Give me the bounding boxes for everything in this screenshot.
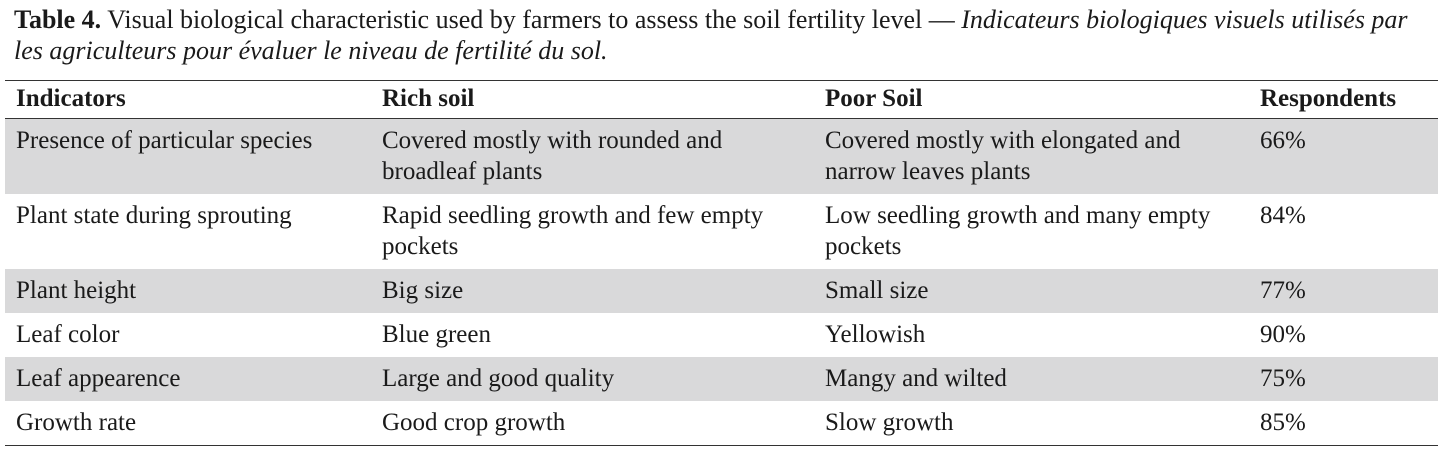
- table-cell: 85%: [1260, 409, 1306, 436]
- table-cell: Slow growth: [825, 409, 954, 436]
- table-cell: Plant height: [16, 277, 137, 304]
- table-cell: Mangy and wilted: [825, 365, 1007, 392]
- table-cell: 90%: [1260, 321, 1306, 348]
- table-cell: Blue green: [382, 321, 491, 348]
- column-header: Rich soil: [382, 85, 475, 112]
- header-row: Indicators Rich soil Poor Soil Respondents: [5, 80, 1438, 119]
- table-cell: 77%: [1260, 277, 1306, 304]
- table-cell: Growth rate: [16, 409, 137, 436]
- column-header: Respondents: [1260, 85, 1397, 112]
- table-cell: Leaf appearence: [16, 365, 181, 392]
- table-row: Leaf color Blue green Yellowish 90%: [5, 313, 1438, 357]
- table-cell: Covered mostly with rounded and broadlea…: [382, 127, 723, 185]
- table-cell: 84%: [1260, 202, 1306, 229]
- table-cell: Leaf color: [16, 321, 120, 348]
- table-row: Leaf appearence Large and good quality Man…: [5, 357, 1438, 401]
- table-cell: Rapid seedling growth and few empty pock…: [382, 202, 764, 260]
- table-row: Growth rate Good crop growth Slow growth 85…: [5, 401, 1438, 446]
- table-row: Plant state during sprouting Rapid seedli…: [5, 194, 1438, 269]
- table-cell: Low seedling growth and many empty pocke…: [825, 202, 1211, 260]
- column-header: Indicators: [16, 85, 126, 112]
- caption-text-fr: Indicateurs biologiques visuels utilisés…: [14, 5, 1408, 65]
- table-body: Presence of particular species Covered mo…: [5, 118, 1438, 446]
- caption-text: Visual biological characteristic used by…: [107, 5, 955, 34]
- table-cell: 75%: [1260, 365, 1306, 392]
- table-cell: Large and good quality: [382, 365, 615, 392]
- table-cell: 66%: [1260, 127, 1306, 154]
- table-cell: Big size: [382, 277, 464, 304]
- table-cell: Small size: [825, 277, 929, 304]
- table-cell: Plant state during sprouting: [16, 202, 292, 229]
- table-cell: Good crop growth: [382, 409, 566, 436]
- table-cell: Covered mostly with elongated and narrow…: [825, 127, 1181, 185]
- caption-label: Table 4.: [14, 5, 102, 34]
- table-row: Plant height Big size Small size 77%: [5, 269, 1438, 313]
- column-header: Poor Soil: [825, 85, 923, 112]
- table-cell: Presence of particular species: [16, 127, 313, 154]
- table-cell: Yellowish: [825, 321, 926, 348]
- caption: Table 4. Visual biological characteristi…: [14, 4, 1434, 66]
- table: Indicators Rich soil Poor Soil Respondents …: [5, 80, 1438, 446]
- table-row: Presence of particular species Covered mo…: [5, 118, 1438, 194]
